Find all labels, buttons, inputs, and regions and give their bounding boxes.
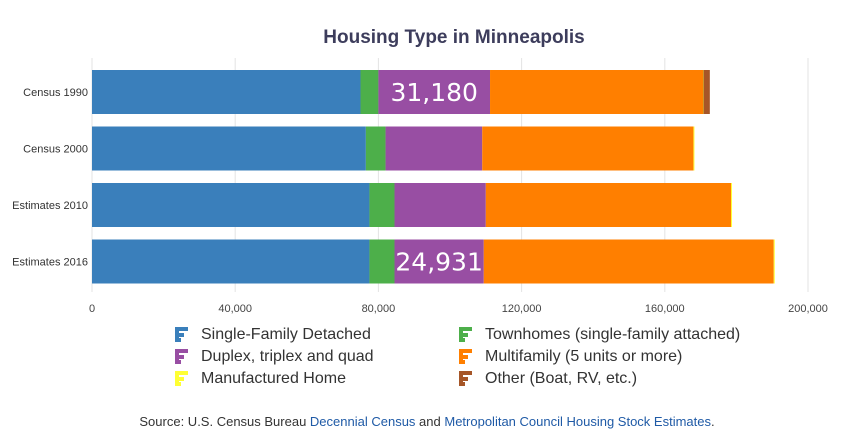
legend-icon-bar <box>175 327 188 331</box>
source-prefix: Source: U.S. Census Bureau <box>139 414 310 429</box>
bar-segment[interactable] <box>731 183 733 227</box>
legend-icon-bar <box>175 349 188 353</box>
legend-icon-bar <box>459 349 472 353</box>
source-suffix: . <box>710 414 715 429</box>
legend-bar-icon <box>175 371 188 386</box>
x-tick-label: 0 <box>89 303 95 315</box>
legend-label: Other (Boat, RV, etc.) <box>485 369 638 387</box>
legend: Single-Family Detached Townhomes (single… <box>172 325 772 388</box>
legend-icon-bar <box>175 355 184 359</box>
bar-segment[interactable] <box>394 183 486 227</box>
legend-item-multifamily[interactable]: Multifamily (5 units or more) <box>456 347 756 366</box>
legend-bar-icon <box>459 371 472 386</box>
source-middle: and <box>415 414 445 429</box>
y-tick-label: Census 1990 <box>23 87 88 99</box>
bar-segment[interactable] <box>394 239 484 284</box>
legend-bar-icon <box>175 349 188 364</box>
legend-icon-bar <box>459 355 468 359</box>
legend-icon-bar <box>175 371 188 375</box>
bar-segment[interactable] <box>490 70 704 114</box>
bar-segment[interactable] <box>773 239 775 284</box>
legend-label: Manufactured Home <box>201 369 346 387</box>
bar-segment[interactable] <box>92 183 370 227</box>
legend-icon-bar <box>175 338 181 342</box>
bar-segment[interactable] <box>693 126 695 171</box>
x-tick-label: 200,000 <box>788 303 828 315</box>
legend-icon-bar <box>459 327 472 331</box>
legend-label: Single-Family Detached <box>201 325 371 343</box>
y-tick-label: Census 2000 <box>23 144 88 156</box>
bar-segment[interactable] <box>482 126 694 171</box>
legend-label: Duplex, triplex and quad <box>201 347 374 365</box>
x-axis-labels: 0 40,000 80,000 120,000 160,000 200,000 <box>89 303 828 315</box>
bar-data-label: 31,180 <box>390 78 477 107</box>
x-tick-label: 80,000 <box>362 303 396 315</box>
bar-data-label: 24,931 <box>395 248 482 277</box>
legend-icon-bar <box>175 333 184 337</box>
legend-item-single-family[interactable]: Single-Family Detached <box>172 325 456 344</box>
chart-title: Housing Type in Minneapolis <box>323 27 584 48</box>
bar-segment[interactable] <box>378 70 491 114</box>
legend-icon-bar <box>459 382 465 386</box>
legend-bar-icon <box>175 327 188 342</box>
legend-icon-bar <box>459 360 465 364</box>
y-tick-label: Estimates 2010 <box>12 200 88 212</box>
bar-segment[interactable] <box>483 239 774 284</box>
x-tick-label: 120,000 <box>502 303 542 315</box>
legend-label: Townhomes (single-family attached) <box>485 325 741 343</box>
legend-icon-bar <box>459 371 472 375</box>
y-axis-labels: Census 1990 Census 2000 Estimates 2010 Esti… <box>12 87 88 269</box>
legend-item-duplex[interactable]: Duplex, triplex and quad <box>172 347 456 366</box>
data-labels: 31,180 24,931 <box>390 78 482 277</box>
legend-item-townhomes[interactable]: Townhomes (single-family attached) <box>456 325 756 344</box>
bar-segment[interactable] <box>369 239 395 284</box>
bar-segment[interactable] <box>92 126 366 171</box>
legend-icon-bar <box>459 377 468 381</box>
bar-segment[interactable] <box>703 70 710 114</box>
legend-item-manufactured[interactable]: Manufactured Home <box>172 369 456 388</box>
legend-icon-bar <box>175 360 181 364</box>
x-tick-label: 160,000 <box>645 303 685 315</box>
bar-segment[interactable] <box>385 126 483 171</box>
legend-label: Multifamily (5 units or more) <box>485 347 683 365</box>
decennial-census-link[interactable]: Decennial Census <box>309 414 416 429</box>
legend-icon-bar <box>175 377 184 381</box>
bar-segment[interactable] <box>92 239 370 284</box>
bar-segment[interactable] <box>92 70 361 114</box>
housing-stock-estimates-link[interactable]: Metropolitan Council Housing Stock Estim… <box>444 414 711 429</box>
bar-segment[interactable] <box>485 183 732 227</box>
legend-item-other[interactable]: Other (Boat, RV, etc.) <box>456 369 756 388</box>
bar-segment[interactable] <box>369 183 395 227</box>
x-tick-label: 40,000 <box>218 303 252 315</box>
y-tick-label: Estimates 2016 <box>12 257 88 269</box>
legend-icon-bar <box>459 338 465 342</box>
bar-segment[interactable] <box>365 126 386 171</box>
legend-icon-bar <box>175 382 181 386</box>
source-note: Source: U.S. Census Bureau Decennial Cen… <box>0 414 854 429</box>
bars-group <box>92 70 775 284</box>
legend-icon-bar <box>459 333 468 337</box>
legend-bar-icon <box>459 327 472 342</box>
legend-bar-icon <box>459 349 472 364</box>
bar-segment[interactable] <box>360 70 379 114</box>
